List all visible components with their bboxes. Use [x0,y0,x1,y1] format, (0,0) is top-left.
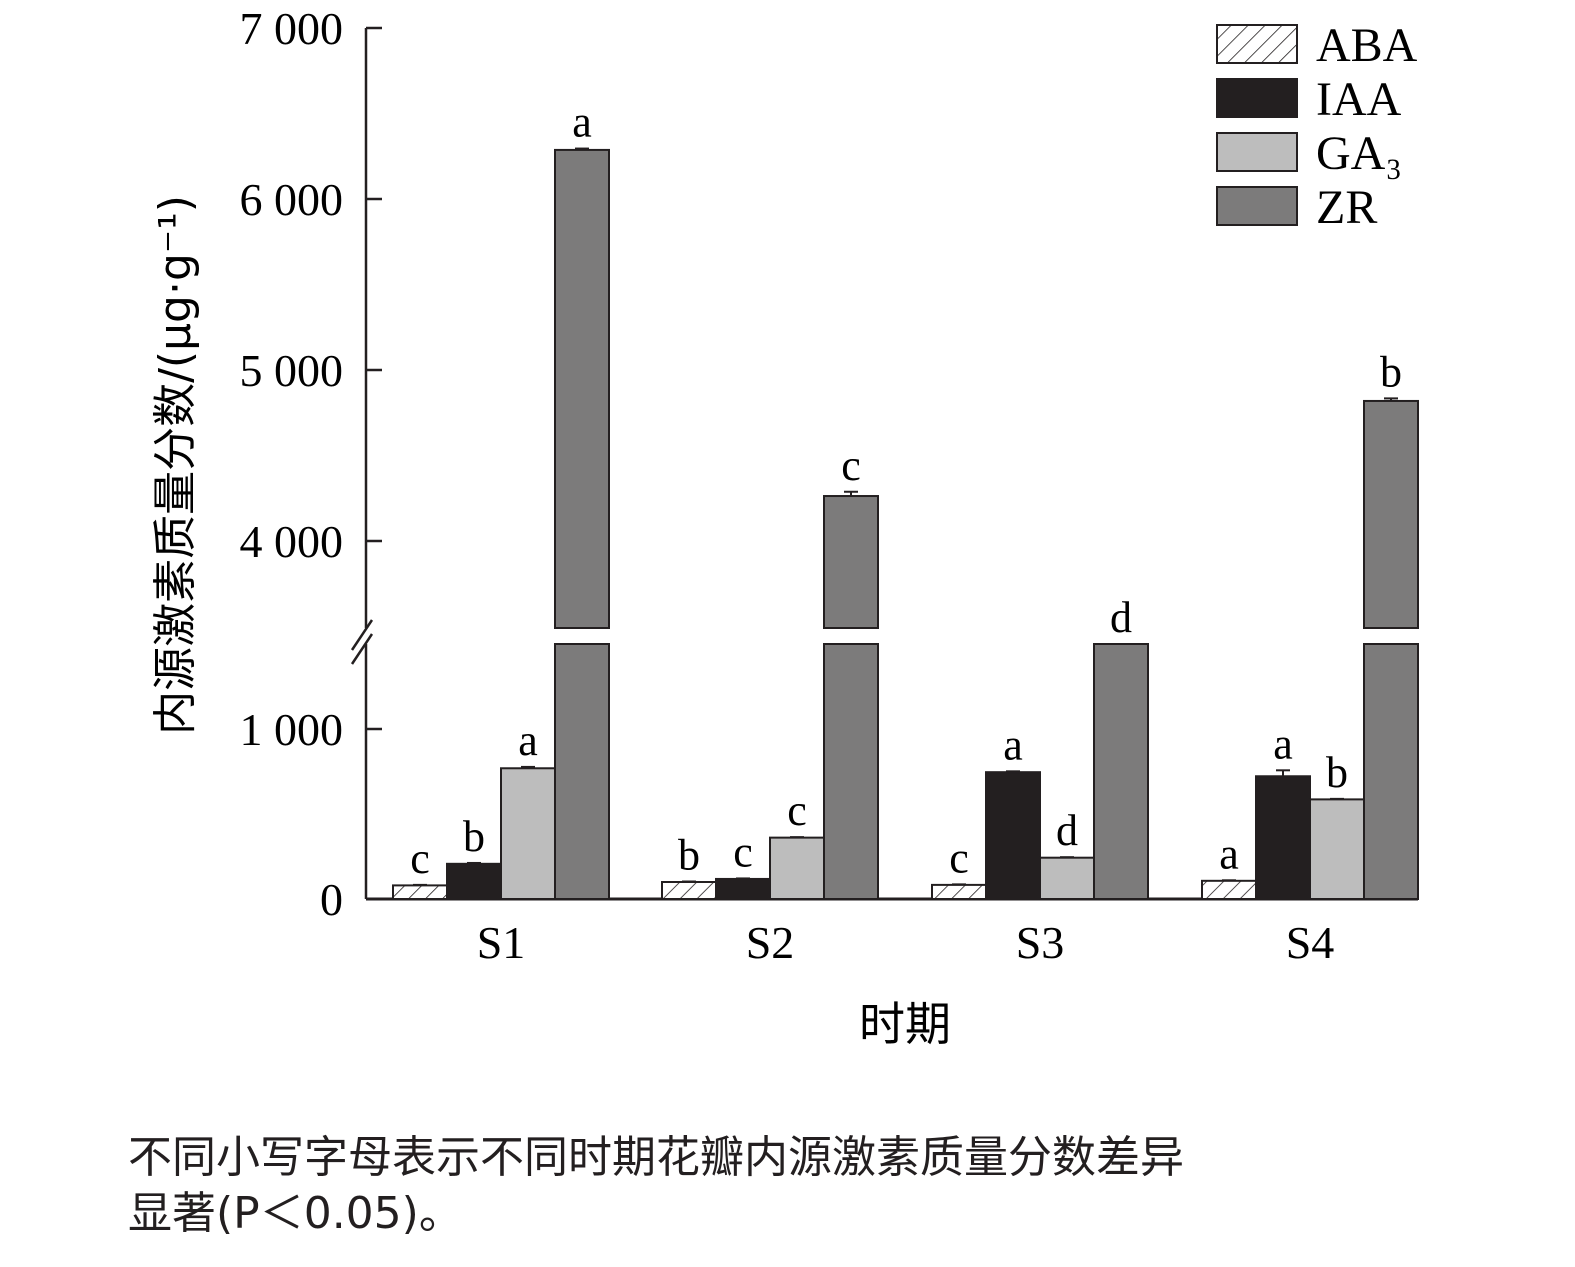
significance-letter: b [678,830,700,879]
legend-swatch-GA₃ [1216,132,1298,172]
bar-GA₃-S2 [769,836,825,901]
significance-letter: b [1326,748,1348,797]
bar-GA₃-S4 [1309,798,1365,901]
significance-letter: a [518,716,538,765]
legend-label: IAA [1316,73,1402,126]
caption-line-2: 显著(P＜0.05)。 [128,1188,463,1239]
x-tick-label: S1 [477,917,526,968]
significance-letter: c [787,786,807,835]
x-tick-label: S4 [1286,917,1335,968]
legend-label: ABA [1316,19,1418,72]
bar-ABA-S4 [1201,879,1257,900]
bar-IAA-S2 [715,877,771,901]
significance-letter: b [463,812,485,861]
bar-IAA-S3 [985,771,1041,900]
significance-letter: a [1219,829,1239,878]
bar-ZR-S1 [554,643,610,900]
significance-letter: d [1056,806,1078,855]
legend-swatch-ZR [1216,186,1298,226]
bar-ZR-S4-upper [1363,399,1419,629]
bar-GA₃-S3 [1039,856,1095,901]
y-tick-label: 1 000 [240,704,344,755]
bar-ZR-S1-upper [554,148,610,629]
bar-IAA-S4 [1255,775,1311,901]
caption-line-1: 不同小写字母表示不同时期花瓣内源激素质量分数差异 [128,1132,1184,1183]
bar-ABA-S1 [392,884,448,901]
x-tick-label: S2 [746,917,795,968]
y-tick-label: 4 000 [240,516,344,567]
legend-label: ZR [1316,181,1377,234]
bar-ZR-S4 [1363,643,1419,900]
bar-ABA-S2 [661,881,717,900]
significance-letter: a [572,98,592,147]
y-tick-label: 6 000 [240,174,344,225]
bar-ZR-S2-upper [823,495,879,630]
legend-label: GA₃ [1316,127,1402,180]
bar-GA₃-S1 [500,767,556,901]
significance-letter: a [1273,719,1293,768]
bar-ZR-S3 [1093,643,1149,900]
y-tick-label: 0 [320,874,343,925]
axis-break-mark [350,619,374,651]
axis-break-mark [350,633,374,665]
x-axis-label: 时期 [859,997,951,1051]
significance-letter: a [1003,720,1023,769]
significance-letter: c [410,834,430,883]
significance-letter: c [841,441,861,490]
bar-IAA-S1 [446,862,502,900]
significance-letter: d [1110,593,1132,642]
significance-letter: c [733,827,753,876]
legend-swatch-ABA [1216,24,1298,64]
y-axis-label: 内源激素质量分数/(μg·g⁻¹) [150,195,201,735]
axes: 0 1 000 4 000 5 000 6 000 7 000 S1 S2 S3 S4 [240,3,1418,968]
x-tick-label: S3 [1016,917,1065,968]
bar-ZR-S2 [823,643,879,900]
significance-letter: c [949,833,969,882]
legend-swatch-IAA [1216,78,1298,118]
significance-letter: b [1380,347,1402,396]
bar-ABA-S3 [931,883,987,901]
figure-caption: 不同小写字母表示不同时期花瓣内源激素质量分数差异 显著(P＜0.05)。 [128,1130,1468,1242]
y-tick-label: 5 000 [240,345,344,396]
y-tick-label: 7 000 [240,3,344,54]
